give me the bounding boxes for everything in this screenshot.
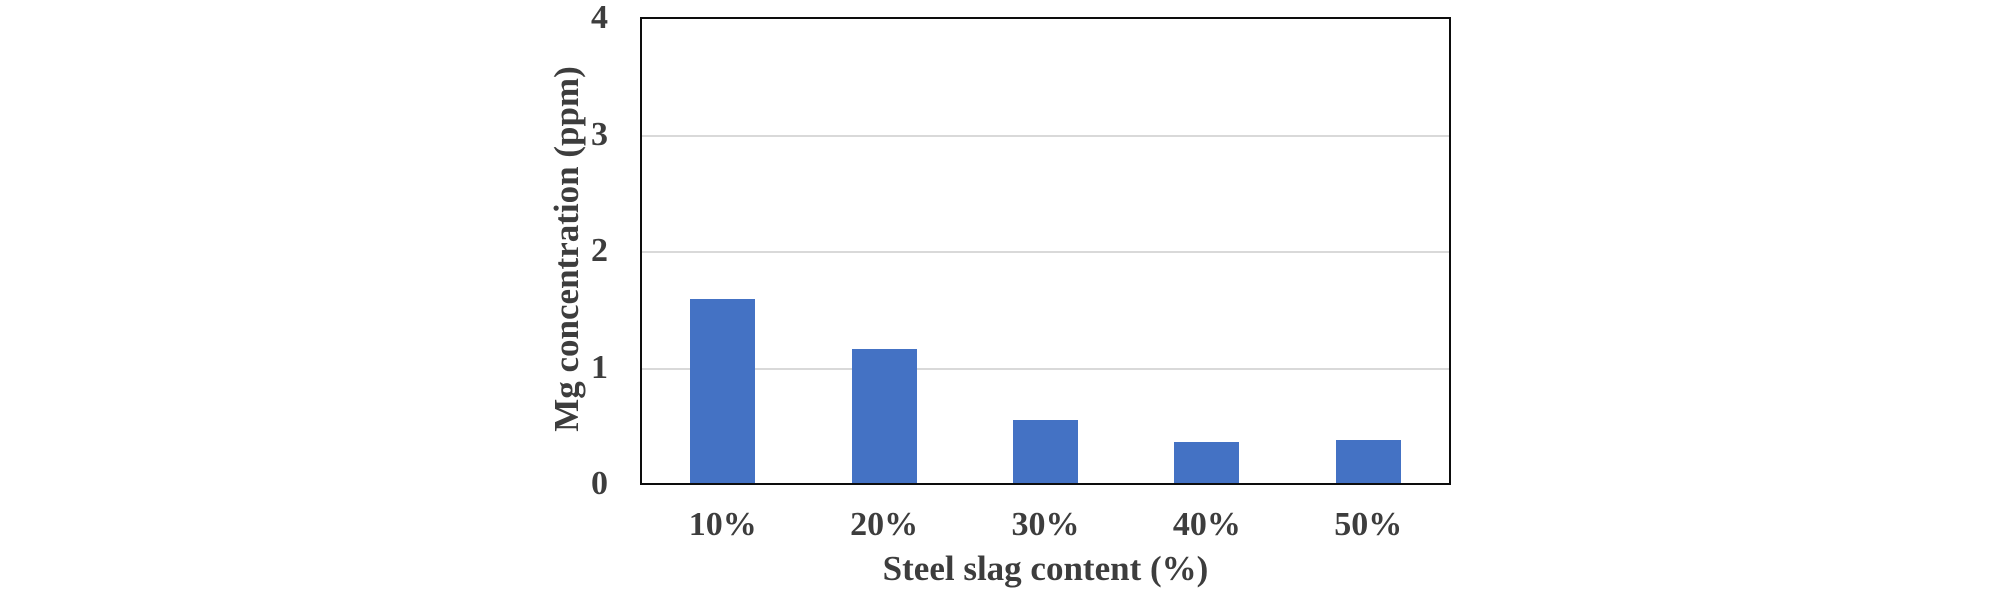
y-tick-label-1: 1 [591, 348, 608, 386]
bar-40% [1174, 442, 1240, 483]
y-tick-label-3: 3 [591, 115, 608, 153]
plot-area [640, 17, 1451, 485]
x-tick-label-30%: 30% [1011, 506, 1080, 543]
x-tick-label-10%: 10% [688, 506, 757, 543]
gridline-y-2 [642, 251, 1449, 253]
x-tick-label-20%: 20% [850, 506, 919, 543]
x-axis-title: Steel slag content (%) [882, 549, 1209, 588]
gridline-y-3 [642, 134, 1449, 137]
y-tick-label-2: 2 [591, 232, 608, 269]
bar-10% [690, 298, 756, 483]
gridline-y-1 [642, 367, 1449, 370]
y-tick-label-0: 0 [591, 465, 608, 502]
x-tick-label-50%: 50% [1334, 506, 1403, 543]
bar-50% [1335, 439, 1401, 483]
y-tick-label-4: 4 [591, 0, 608, 36]
bar-30% [1013, 420, 1078, 483]
x-tick-label-40%: 40% [1172, 506, 1241, 543]
bar-20% [851, 349, 917, 483]
